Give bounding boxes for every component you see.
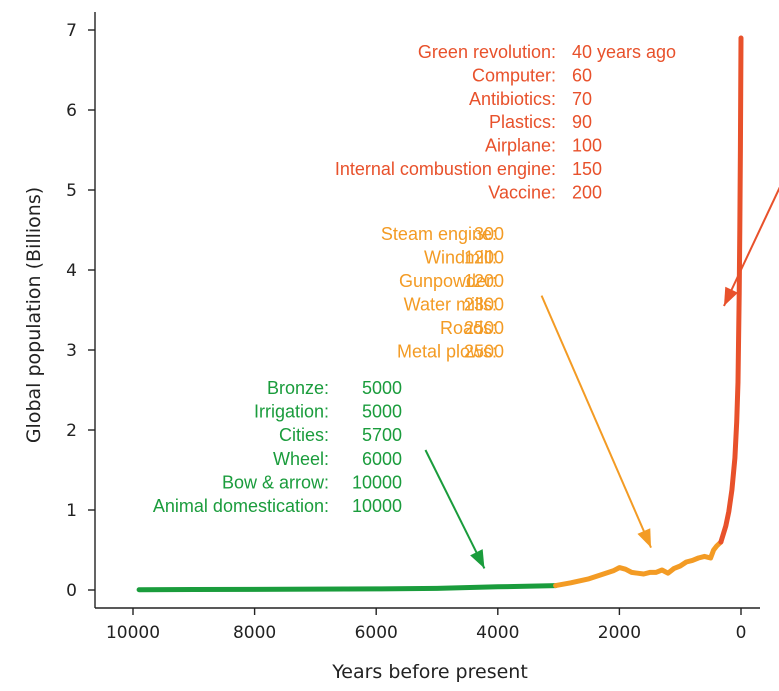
series-line-green bbox=[136, 583, 559, 593]
annotation-label-orange: Steam engine: bbox=[381, 224, 497, 244]
annotation-value-orange: 2500 bbox=[464, 342, 504, 362]
annotation-value-red: 90 bbox=[572, 112, 592, 132]
annotation-label-green: Bronze: bbox=[267, 378, 329, 398]
x-tick-label: 0 bbox=[736, 623, 747, 643]
y-tick-label: 0 bbox=[66, 581, 77, 601]
annotation-label-red: Computer: bbox=[472, 65, 556, 85]
x-tick-label: 6000 bbox=[355, 623, 398, 643]
y-tick-label: 4 bbox=[66, 261, 77, 281]
annotation-value-red: 150 bbox=[572, 159, 602, 179]
arrow-head-red bbox=[723, 286, 738, 306]
y-axis-title: Global population (Billions) bbox=[23, 187, 45, 443]
annotation-value-green: 6000 bbox=[362, 449, 402, 469]
annotation-value-orange: 1200 bbox=[464, 271, 504, 291]
annotation-label-red: Airplane: bbox=[485, 136, 556, 156]
annotation-label-orange: Gunpowder: bbox=[399, 271, 497, 291]
annotation-label-green: Bow & arrow: bbox=[222, 472, 329, 492]
annotation-value-red: 200 bbox=[572, 182, 602, 202]
annotation-label-orange: Windmill: bbox=[424, 248, 497, 268]
y-tick-label: 6 bbox=[66, 101, 77, 121]
annotation-value-red: 60 bbox=[572, 65, 592, 85]
annotation-label-orange: Roads: bbox=[440, 318, 497, 338]
y-tick-label: 3 bbox=[66, 341, 77, 361]
series-line-red bbox=[718, 35, 744, 545]
x-tick-label: 8000 bbox=[233, 623, 276, 643]
y-tick-label: 5 bbox=[66, 181, 77, 201]
annotation-label-green: Wheel: bbox=[273, 449, 329, 469]
annotation-label-orange: Water mills: bbox=[404, 295, 497, 315]
annotation-value-red: 70 bbox=[572, 89, 592, 109]
series-line-orange bbox=[553, 539, 724, 589]
annotation-label-red: Internal combustion engine: bbox=[335, 159, 556, 179]
annotation-label-green: Irrigation: bbox=[254, 402, 329, 422]
arrow-shaft-red bbox=[723, 186, 779, 307]
x-tick-label: 2000 bbox=[598, 623, 641, 643]
annotation-label-red: Green revolution: bbox=[418, 42, 556, 62]
annotation-value-green: 10000 bbox=[352, 472, 402, 492]
annotation-value-orange: 2500 bbox=[464, 318, 504, 338]
arrow-shaft-orange bbox=[540, 295, 652, 548]
arrow-shaft-green bbox=[424, 449, 486, 569]
y-tick-label: 7 bbox=[66, 21, 77, 41]
y-tick-label: 2 bbox=[66, 421, 77, 441]
annotation-label-red: Antibiotics: bbox=[469, 89, 556, 109]
arrow-head-orange bbox=[637, 528, 652, 548]
arrow-head-green bbox=[470, 549, 485, 569]
x-tick-label: 10000 bbox=[106, 623, 160, 643]
annotation-label-orange: Metal plows: bbox=[397, 342, 497, 362]
x-axis-title: Years before present bbox=[331, 661, 528, 683]
annotation-value-green: 5700 bbox=[362, 425, 402, 445]
annotation-label-red: Plastics: bbox=[489, 112, 556, 132]
annotation-label-red: Vaccine: bbox=[488, 182, 556, 202]
annotation-value-green: 5000 bbox=[362, 378, 402, 398]
annotation-value-red: 100 bbox=[572, 136, 602, 156]
annotation-value-orange: 1200 bbox=[464, 248, 504, 268]
annotation-value-green: 10000 bbox=[352, 496, 402, 516]
annotation-value-red: 40 years ago bbox=[572, 42, 676, 62]
annotation-value-green: 5000 bbox=[362, 402, 402, 422]
annotation-value-orange: 2300 bbox=[464, 295, 504, 315]
x-tick-label: 4000 bbox=[476, 623, 519, 643]
annotation-value-orange: 300 bbox=[474, 224, 504, 244]
y-tick-label: 1 bbox=[66, 501, 77, 521]
annotation-label-green: Cities: bbox=[279, 425, 329, 445]
annotation-label-green: Animal domestication: bbox=[153, 496, 329, 516]
